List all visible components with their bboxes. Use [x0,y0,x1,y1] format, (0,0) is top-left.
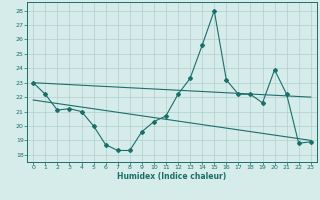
X-axis label: Humidex (Indice chaleur): Humidex (Indice chaleur) [117,172,227,181]
